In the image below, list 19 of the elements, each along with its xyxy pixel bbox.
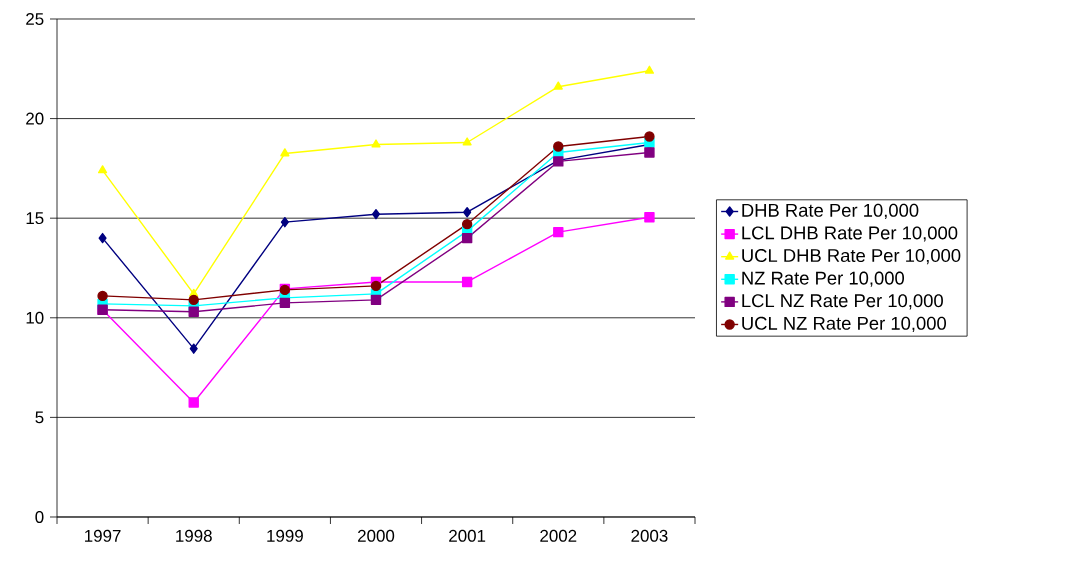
- legend-label: LCL DHB Rate Per 10,000: [742, 226, 958, 242]
- x-tick-label: 1998: [176, 529, 212, 542]
- y-tick-label: 5: [35, 411, 44, 424]
- x-tick-label: 2000: [358, 529, 395, 542]
- legend-label: UCL NZ Rate Per 10,000: [742, 316, 947, 332]
- y-tick-label: 25: [26, 12, 44, 25]
- y-tick-label: 10: [26, 311, 44, 324]
- legend-label: LCL NZ Rate Per 10,000: [742, 294, 943, 310]
- legend-label: NZ Rate Per 10,000: [742, 271, 905, 287]
- legend-label: UCL DHB Rate Per 10,000: [742, 248, 961, 265]
- x-tick-label: 1999: [267, 529, 303, 542]
- y-tick-label: 0: [35, 510, 44, 523]
- x-tick-label: 2002: [540, 529, 577, 542]
- y-tick-label: 15: [26, 212, 44, 225]
- x-tick-label: 2003: [631, 529, 668, 542]
- x-tick-label: 2001: [449, 529, 486, 542]
- legend-label: DHB Rate Per 10,000: [742, 203, 919, 220]
- y-tick-label: 20: [26, 112, 44, 125]
- x-tick-label: 1997: [85, 529, 121, 542]
